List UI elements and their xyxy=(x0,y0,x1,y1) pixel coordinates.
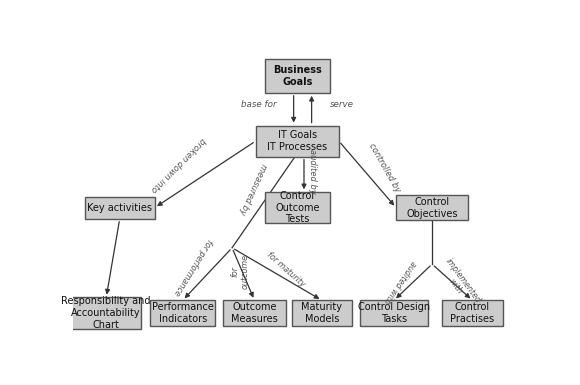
Text: audited by: audited by xyxy=(309,149,317,194)
Text: for performance: for performance xyxy=(172,237,214,297)
Text: broken down into: broken down into xyxy=(149,136,207,194)
FancyBboxPatch shape xyxy=(396,195,468,220)
FancyBboxPatch shape xyxy=(85,197,154,219)
Text: Performance
Indicators: Performance Indicators xyxy=(152,302,213,324)
Text: Control
Outcome
Tests: Control Outcome Tests xyxy=(275,191,320,224)
Text: Maturity
Models: Maturity Models xyxy=(302,302,342,324)
Text: controlled by: controlled by xyxy=(367,142,403,194)
FancyBboxPatch shape xyxy=(292,300,352,326)
Text: audited with: audited with xyxy=(382,259,418,305)
Text: Outcome
Measures: Outcome Measures xyxy=(231,302,278,324)
FancyBboxPatch shape xyxy=(442,300,503,326)
Text: base for: base for xyxy=(241,99,277,109)
Text: for
outcome: for outcome xyxy=(230,254,249,289)
Text: Business
Goals: Business Goals xyxy=(273,65,322,87)
FancyBboxPatch shape xyxy=(264,59,330,93)
FancyBboxPatch shape xyxy=(264,192,330,223)
FancyBboxPatch shape xyxy=(150,300,215,326)
FancyBboxPatch shape xyxy=(256,126,339,157)
Text: Responsibility and
Accountability
Chart: Responsibility and Accountability Chart xyxy=(61,296,151,330)
Text: Control
Practises: Control Practises xyxy=(451,302,495,324)
FancyBboxPatch shape xyxy=(360,300,427,326)
FancyBboxPatch shape xyxy=(223,300,286,326)
Text: Control
Objectives: Control Objectives xyxy=(407,197,458,219)
FancyBboxPatch shape xyxy=(71,298,141,328)
Text: implemented
with: implemented with xyxy=(436,256,483,311)
Text: for maturity: for maturity xyxy=(265,250,307,288)
Text: Control Design
Tasks: Control Design Tasks xyxy=(358,302,430,324)
Text: measured by: measured by xyxy=(237,162,268,216)
Text: serve: serve xyxy=(330,99,354,109)
Text: Key activities: Key activities xyxy=(87,203,152,213)
Text: IT Goals
IT Processes: IT Goals IT Processes xyxy=(267,130,327,152)
